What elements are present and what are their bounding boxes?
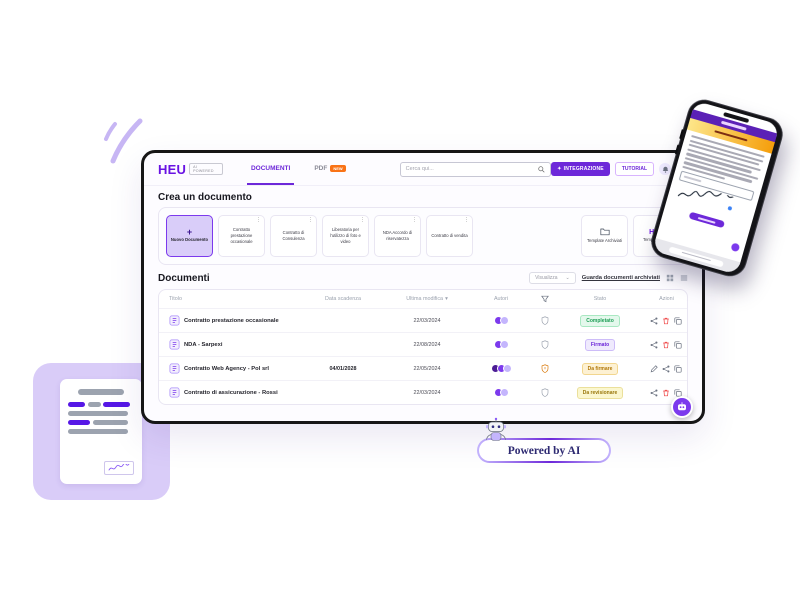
funnel-icon: [541, 295, 549, 303]
template-card[interactable]: ⋮ Contratto di Consulenza: [270, 215, 317, 257]
search-icon: [538, 165, 545, 173]
phone-document-body: [663, 129, 771, 235]
more-icon[interactable]: ⋮: [308, 217, 313, 223]
documents-title: Documenti: [158, 272, 210, 284]
document-icon: [169, 339, 180, 350]
chevron-down-icon: ⌄: [565, 275, 570, 281]
paper-title-bar: [78, 389, 124, 395]
table-row[interactable]: Contratto prestazione occasionale 22/03/…: [159, 308, 687, 332]
status-badge: Firmato: [584, 338, 616, 351]
sort-down-icon: ▾: [445, 296, 448, 302]
powered-by-ai-label: Powered by AI: [479, 440, 609, 461]
illustration-paper: [60, 379, 142, 484]
status-badge: Da revisionare: [576, 386, 624, 399]
document-illustration: [33, 363, 170, 500]
document-icon: [169, 315, 180, 326]
documents-table: Titolo Data scadenza Ultima modifica ▾ A…: [158, 289, 688, 405]
folder-icon: [600, 229, 609, 236]
shield-icon: [541, 316, 549, 325]
author-avatars: [493, 388, 509, 397]
view-filter-select[interactable]: Visualizza ⌄: [529, 272, 576, 284]
table-row[interactable]: Contratto Web Agency - Pol srl 04/01/202…: [159, 356, 687, 380]
powered-by-ai-pill: Powered by AI: [477, 438, 611, 463]
app-header: HEU AI POWERED DOCUMENTI PDF NEW Cerca q…: [144, 153, 702, 186]
template-card[interactable]: ⋮ Liberatoria per l'utilizzo di foto e v…: [322, 215, 369, 257]
author-avatars: [490, 364, 512, 373]
table-header-row: Titolo Data scadenza Ultima modifica ▾ A…: [169, 295, 674, 303]
ai-mascot-icon: [486, 417, 506, 441]
robot-icon: [678, 402, 686, 411]
signature-icon: [108, 463, 130, 470]
copy-icon[interactable]: [674, 364, 682, 373]
sparkle-decoration-icon: [104, 118, 143, 164]
document-icon: [169, 363, 180, 374]
copy-icon[interactable]: [674, 340, 682, 349]
bell-icon: [662, 166, 668, 173]
app-window: HEU AI POWERED DOCUMENTI PDF NEW Cerca q…: [141, 150, 705, 424]
more-icon[interactable]: ⋮: [256, 217, 261, 223]
phone-screen: [652, 100, 780, 275]
trash-icon[interactable]: [662, 341, 670, 349]
phone-mockup: [647, 95, 787, 281]
more-icon[interactable]: ⋮: [412, 217, 417, 223]
status-badge: Da firmare: [581, 362, 619, 375]
new-document-card[interactable]: + Nuovo Documento: [166, 215, 213, 257]
shield-icon: [541, 340, 549, 349]
template-card[interactable]: ⋮ Contratto di vendita: [426, 215, 473, 257]
search-input[interactable]: Cerca qui...: [399, 161, 552, 177]
heu-logo: HEU: [158, 161, 187, 177]
share-icon[interactable]: [662, 365, 670, 373]
table-row[interactable]: NDA - Sarpexi 22/08/2024 Firmato: [159, 332, 687, 356]
archived-documents-link[interactable]: Guarda documenti archiviati: [581, 275, 660, 281]
plus-icon: +: [186, 227, 193, 238]
tab-documenti[interactable]: DOCUMENTI: [246, 153, 295, 185]
search-placeholder: Cerca qui...: [405, 166, 434, 172]
template-card[interactable]: ⋮ NDA Accordo di riservatezza: [374, 215, 421, 257]
main-tabs: DOCUMENTI PDF NEW: [246, 153, 366, 185]
tutorial-button[interactable]: TUTORIAL: [614, 162, 654, 176]
ai-assistant-button[interactable]: [671, 396, 693, 418]
tab-pdf[interactable]: PDF NEW: [310, 153, 349, 185]
documents-head: Documenti Visualizza ⌄ Guarda documenti …: [158, 272, 688, 284]
notification-button[interactable]: [659, 163, 671, 175]
trash-icon[interactable]: [662, 317, 670, 325]
logo-badge: AI POWERED: [189, 163, 223, 175]
cards-spacer: [478, 215, 576, 257]
trash-icon[interactable]: [662, 389, 670, 397]
header-actions: ✦ INTEGRAZIONE TUTORIAL: [551, 162, 688, 176]
share-icon[interactable]: [650, 317, 658, 325]
sort-last-modified[interactable]: Ultima modifica ▾: [406, 296, 448, 302]
shield-icon: [541, 388, 549, 397]
documents-tools: Visualizza ⌄ Guarda documenti archiviati: [529, 272, 688, 284]
copy-icon[interactable]: [674, 316, 682, 325]
phone-ai-button[interactable]: [730, 242, 741, 253]
documents-section: Documenti Visualizza ⌄ Guarda documenti …: [144, 265, 702, 405]
integration-button[interactable]: ✦ INTEGRAZIONE: [551, 162, 610, 176]
table-row[interactable]: Contratto di assicurazione - Rossi 22/03…: [159, 380, 687, 404]
create-section-title: Crea un documento: [158, 192, 252, 203]
author-avatars: [493, 340, 509, 349]
share-icon[interactable]: [650, 341, 658, 349]
create-section: Crea un documento + Nuovo Documento ⋮ Co…: [144, 186, 702, 265]
status-badge: Completato: [580, 314, 620, 327]
template-cards-panel: + Nuovo Documento ⋮ Contratto prestazion…: [158, 207, 688, 265]
more-icon[interactable]: ⋮: [464, 217, 469, 223]
new-badge: NEW: [330, 164, 346, 172]
more-icon[interactable]: ⋮: [360, 217, 365, 223]
list-view-icon[interactable]: [680, 274, 688, 282]
shield-alert-icon: [541, 364, 549, 373]
document-icon: [169, 387, 180, 398]
archived-templates-card[interactable]: Template Archiviati: [581, 215, 628, 257]
filter-button[interactable]: [531, 295, 559, 303]
share-icon[interactable]: [650, 389, 658, 397]
template-card[interactable]: ⋮ Contratto prestazione occasionale: [218, 215, 265, 257]
illustration-signature-box: [104, 461, 134, 475]
copy-icon[interactable]: [674, 388, 682, 397]
pen-icon[interactable]: [650, 364, 658, 373]
grid-view-icon[interactable]: [666, 274, 674, 282]
sparkle-icon: ✦: [557, 166, 562, 172]
author-avatars: [493, 316, 509, 325]
